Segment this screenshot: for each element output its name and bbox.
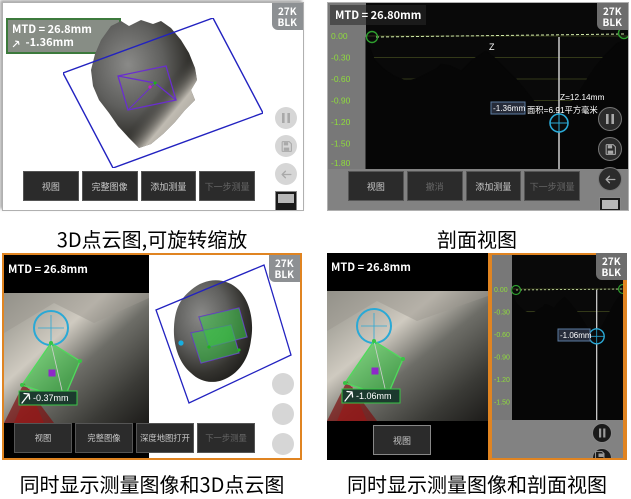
svg-text:-1.50: -1.50 [331,139,351,149]
svg-text:-1.50: -1.50 [494,400,510,407]
svg-text:-0.30: -0.30 [494,310,510,317]
svg-text:Z=12.14mm: Z=12.14mm [560,92,605,102]
svg-text:-1.20: -1.20 [494,377,510,384]
svg-text:0.00: 0.00 [331,31,348,41]
svg-text:-0.60: -0.60 [331,74,351,84]
svg-text:面积=6.91平方毫米: 面积=6.91平方毫米 [527,105,598,115]
svg-text:-0.90: -0.90 [331,96,351,106]
svg-text:-0.90: -0.90 [494,355,510,362]
svg-text:-0.30: -0.30 [331,53,351,63]
svg-text:-1.06mm: -1.06mm [560,331,592,340]
svg-text:-1.06mm: -1.06mm [356,391,392,401]
svg-text:-1.20: -1.20 [331,117,351,127]
svg-text:0.00: 0.00 [494,287,508,294]
svg-text:-1.80: -1.80 [331,158,351,168]
svg-text:-0.60: -0.60 [494,332,510,339]
svg-text:Z: Z [489,42,495,52]
svg-text:-1.36mm: -1.36mm [493,104,525,113]
svg-text:-0.37mm: -0.37mm [33,393,69,403]
